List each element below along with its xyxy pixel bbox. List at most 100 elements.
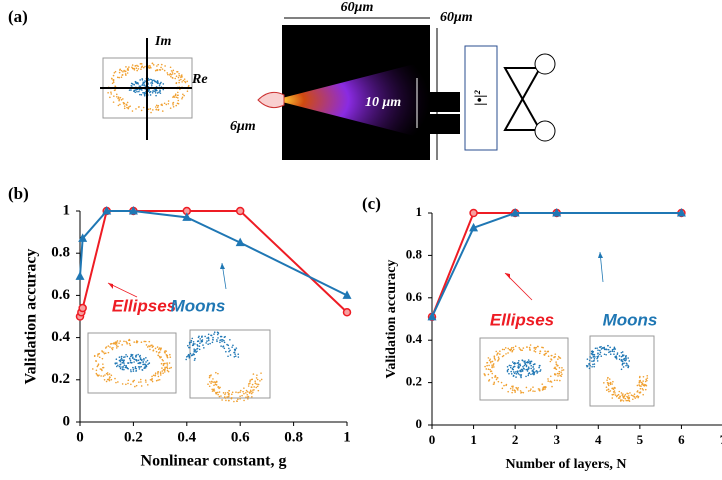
dot	[195, 351, 197, 353]
dot	[156, 104, 158, 106]
dot	[520, 390, 522, 392]
dot	[530, 373, 532, 375]
dot	[159, 69, 161, 71]
dot	[127, 72, 129, 74]
dot	[152, 109, 154, 111]
dot	[559, 367, 561, 369]
dot	[125, 365, 127, 367]
dot	[499, 353, 501, 355]
dot	[143, 85, 145, 87]
dot	[609, 347, 611, 349]
dot	[210, 382, 212, 384]
dot	[258, 390, 260, 392]
dot	[215, 372, 217, 374]
dot	[150, 112, 152, 114]
dot	[184, 81, 186, 83]
dot	[217, 334, 219, 336]
dot	[166, 72, 168, 74]
dot	[198, 335, 200, 337]
dot	[513, 347, 515, 349]
dot	[249, 381, 251, 383]
dot	[539, 353, 541, 355]
dot	[172, 96, 174, 98]
dot	[250, 389, 252, 391]
dot	[604, 353, 606, 355]
dot	[102, 358, 104, 360]
dot	[161, 64, 163, 66]
dot	[235, 349, 237, 351]
dot	[164, 363, 166, 365]
dot	[634, 393, 636, 395]
dot	[254, 380, 256, 382]
dot	[172, 71, 174, 73]
dot	[551, 381, 553, 383]
dot	[596, 347, 598, 349]
dot	[199, 338, 201, 340]
dot	[220, 395, 222, 397]
dot	[496, 354, 498, 356]
dot	[511, 347, 513, 349]
dot	[622, 355, 624, 357]
readout-node	[535, 54, 555, 74]
dot	[137, 354, 139, 356]
dot	[208, 340, 210, 342]
dot	[261, 379, 263, 381]
dot	[530, 344, 532, 346]
dot	[510, 388, 512, 390]
dot	[106, 381, 108, 383]
dot	[600, 355, 602, 357]
dot	[129, 358, 131, 360]
dot	[594, 356, 596, 358]
dot	[169, 356, 171, 358]
dot	[515, 376, 517, 378]
dot	[557, 375, 559, 377]
dot	[485, 368, 487, 370]
dot	[151, 376, 153, 378]
dot	[212, 342, 214, 344]
dot	[509, 365, 511, 367]
dot	[539, 390, 541, 392]
dot	[140, 381, 142, 383]
dot	[177, 100, 179, 102]
dot	[619, 397, 621, 399]
dot	[589, 365, 591, 367]
dot	[113, 342, 115, 344]
dot	[199, 345, 201, 347]
dot	[136, 370, 138, 372]
dot	[507, 352, 509, 354]
y-axis-title: Validation accuracy	[384, 260, 399, 379]
dot	[544, 350, 546, 352]
dot	[218, 386, 220, 388]
dot	[632, 395, 634, 397]
dot	[637, 385, 639, 387]
dot	[143, 67, 145, 69]
dot	[526, 346, 528, 348]
dot	[157, 64, 159, 66]
dot	[117, 364, 119, 366]
dot	[170, 76, 172, 78]
dot	[513, 371, 515, 373]
dot	[123, 103, 125, 105]
dot	[160, 67, 162, 69]
dot	[539, 388, 541, 390]
dot	[131, 83, 133, 85]
dot	[561, 367, 563, 369]
figure: (a) Im Re 6μm 60μm 60μm 10 μm |•|² (b) (…	[0, 0, 722, 480]
dot	[529, 363, 531, 365]
dot	[493, 382, 495, 384]
dot	[166, 362, 168, 364]
dot	[136, 342, 138, 344]
dot	[539, 365, 541, 367]
dot	[157, 379, 159, 381]
dot	[176, 75, 178, 77]
source-size: 6μm	[230, 119, 256, 134]
dot	[138, 106, 140, 108]
dot	[544, 388, 546, 390]
dot	[117, 77, 119, 79]
dot	[252, 384, 254, 386]
dot	[119, 356, 121, 358]
dot	[510, 367, 512, 369]
dot	[628, 397, 630, 399]
dot	[125, 354, 127, 356]
dot	[188, 357, 190, 359]
